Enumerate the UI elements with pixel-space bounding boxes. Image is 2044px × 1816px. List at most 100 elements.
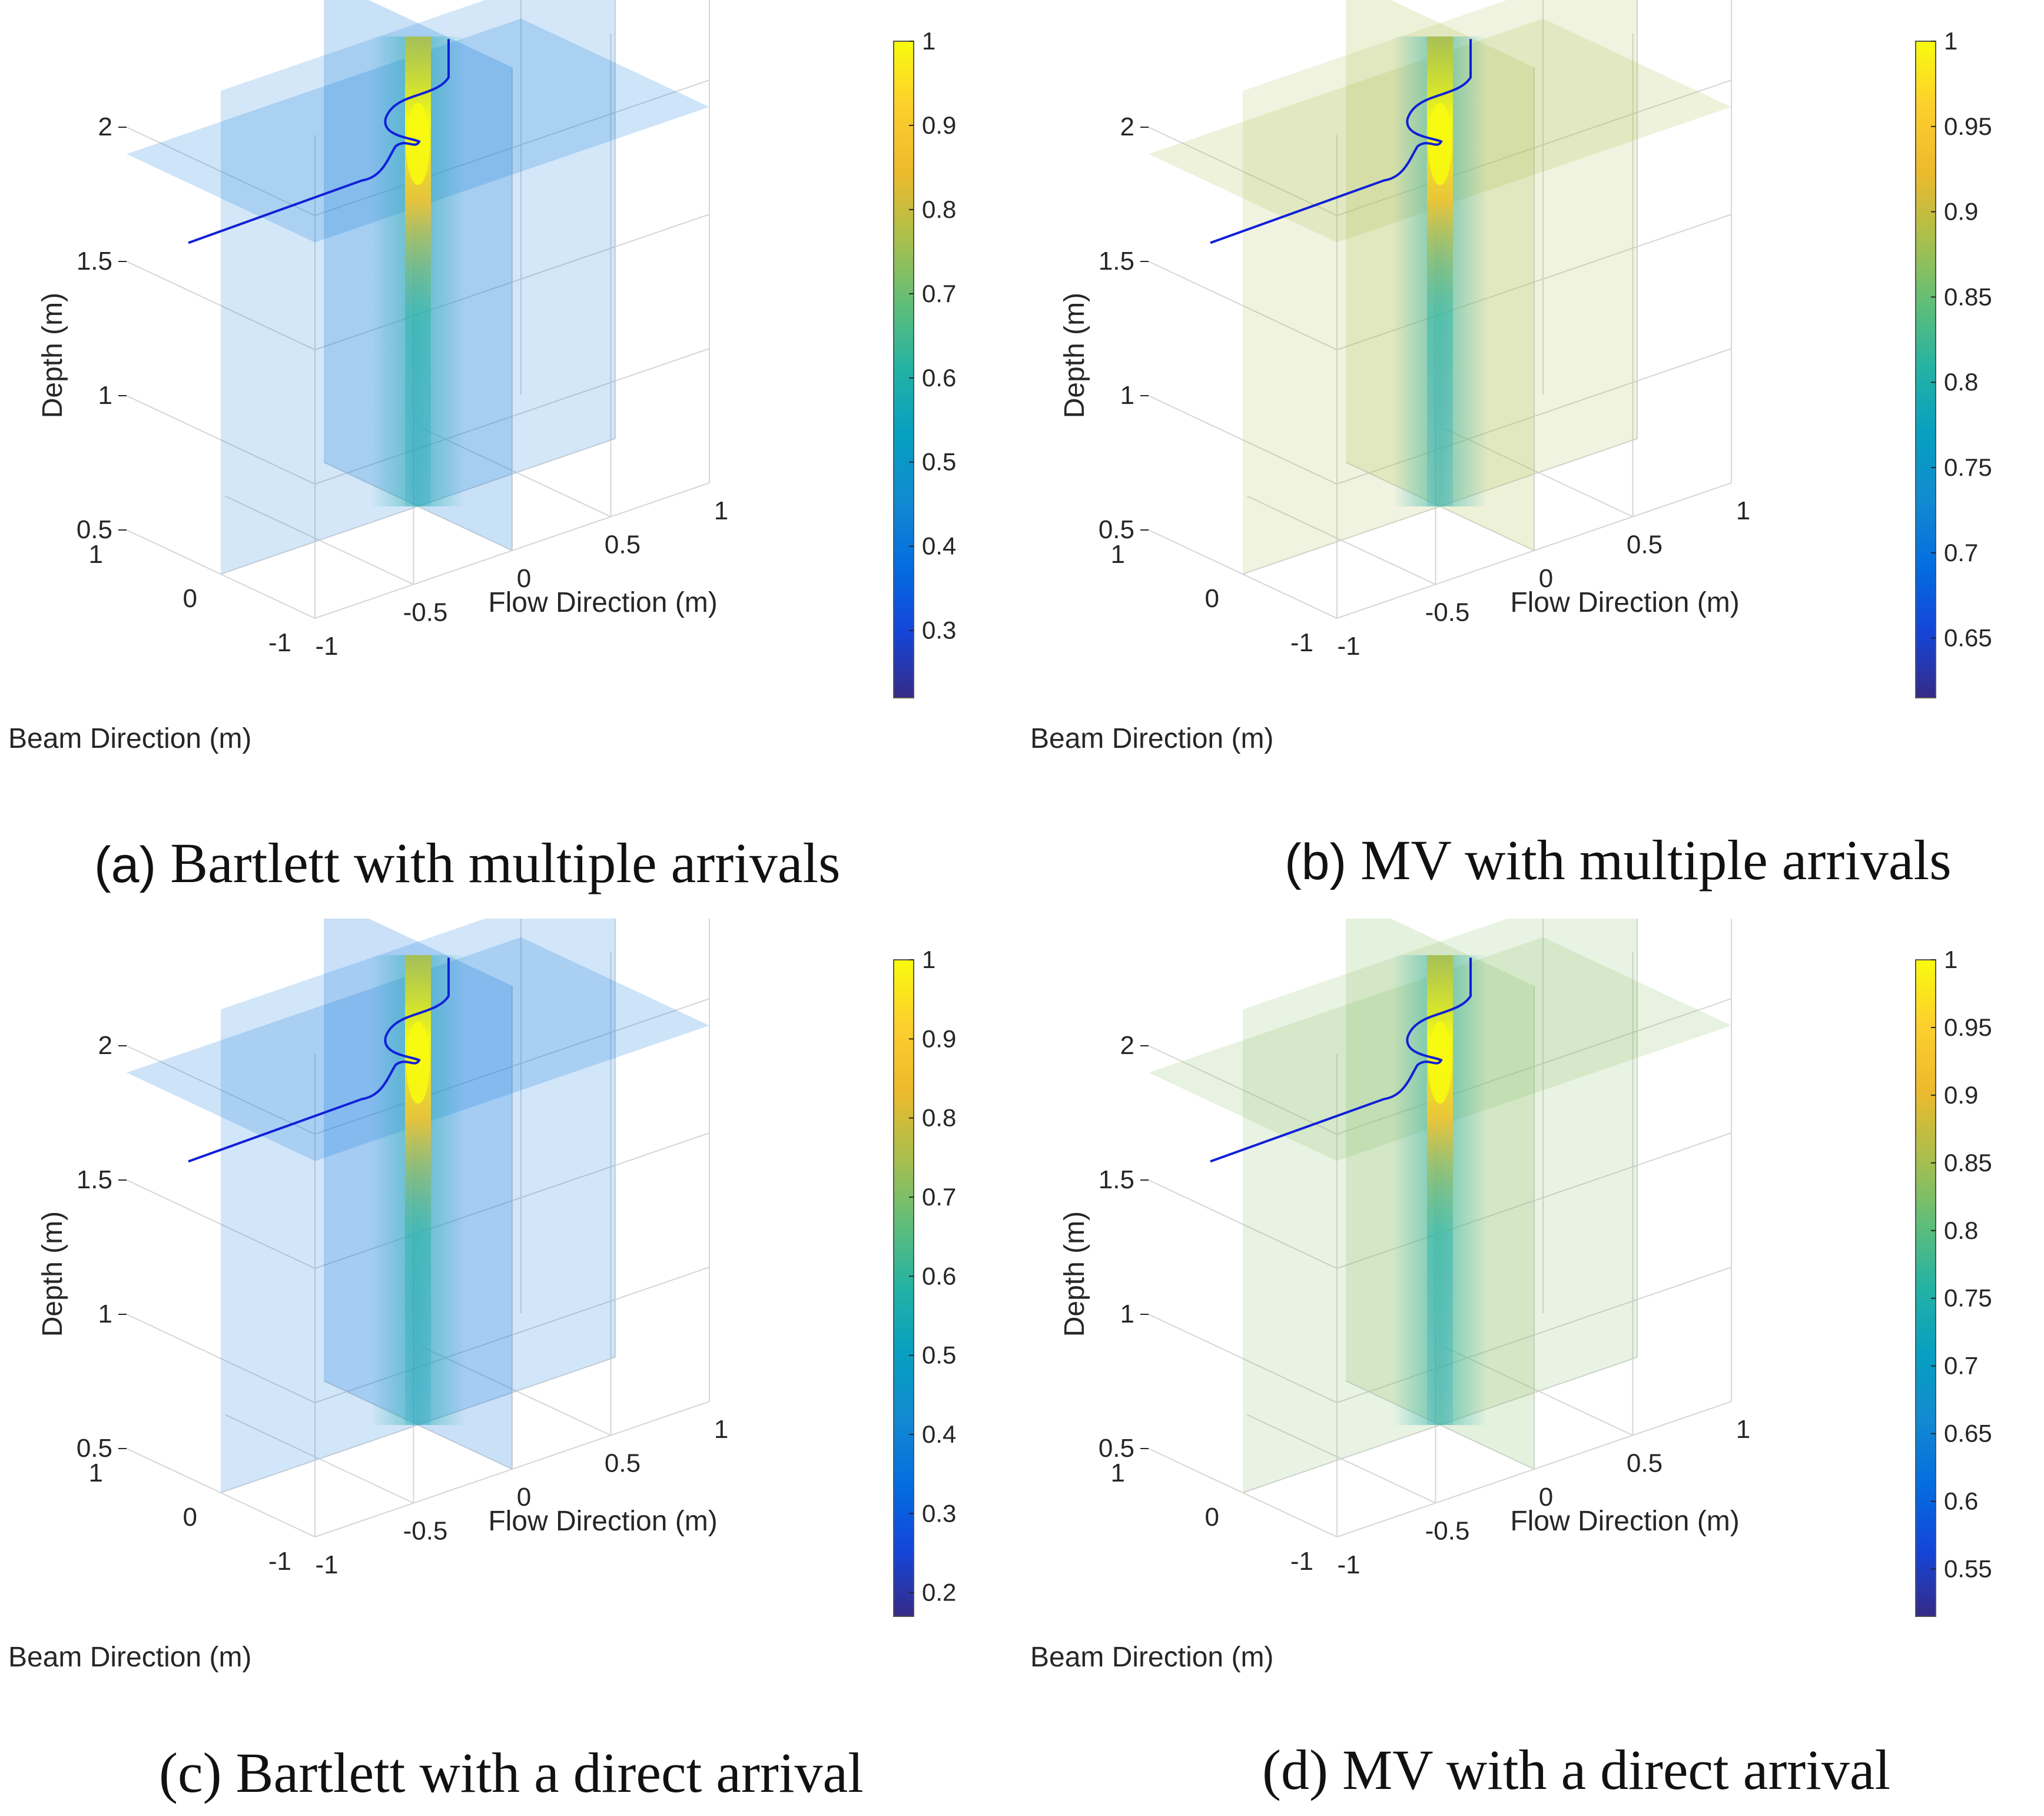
gridline — [1148, 482, 1732, 619]
colorbar-tick-label: 0.8 — [922, 1104, 956, 1132]
slices-c — [127, 919, 709, 1493]
colorbar-tick-label: 0.9 — [1944, 198, 1978, 226]
source-track — [1210, 39, 1472, 244]
gridline — [126, 1401, 710, 1538]
flow-tick-label: 0 — [517, 1483, 531, 1512]
gridline — [1148, 1401, 1732, 1538]
gridline — [126, 998, 710, 1135]
source-track — [188, 39, 450, 244]
colorbar-ticks-a: 1 0.9 0.8 0.7 0.6 0.5 0.4 0.3 — [922, 27, 956, 644]
flow-tick-label: 0.5 — [605, 531, 641, 559]
gridline — [126, 1132, 710, 1270]
colorbar-ticks-c: 1 0.9 0.8 0.7 0.6 0.5 0.4 0.3 0.2 — [922, 946, 956, 1606]
gridline — [1148, 1132, 1732, 1270]
caption-text-a: Bartlett with multiple arrivals — [170, 831, 841, 894]
colorbar-tick-label: 0.95 — [1944, 112, 1992, 140]
gridline — [126, 79, 710, 217]
beam-tick-label: 0 — [183, 1503, 197, 1532]
colorbar — [1915, 41, 1936, 698]
flow-tick-label: 0 — [1539, 564, 1553, 593]
flow-tick-label: -1 — [315, 1550, 338, 1579]
depth-tick-label: 2 — [98, 1031, 112, 1060]
gridline — [1148, 348, 1732, 485]
flow-tick-label: -1 — [1337, 632, 1360, 661]
panel-b: 0.5 1 1.5 2 1 0 -1 -1 -0.5 0 0.5 1 Depth (m) Beam Dir… — [1022, 0, 2044, 919]
slices-b — [1149, 0, 1731, 574]
beam-tick-label: 0 — [1205, 1503, 1219, 1532]
depth-axis-label: Depth (m) — [1059, 293, 1090, 418]
depth-tick-label: 1.5 — [77, 1165, 112, 1194]
colorbar-tick-label: 0.9 — [922, 111, 956, 139]
depth-tick-label: 1 — [98, 1300, 112, 1328]
colorbar-tick-label: 0.55 — [1944, 1555, 1992, 1583]
colorbar-tick-label: 1 — [922, 27, 935, 55]
source-track — [188, 957, 450, 1163]
gridline — [126, 348, 710, 485]
beam-tick-label: -1 — [1290, 1547, 1313, 1576]
depth-tick-label: 2 — [1120, 1031, 1134, 1060]
colorbar-tick-label: 0.85 — [1944, 283, 1992, 310]
caption-tag-b: (b) — [1285, 834, 1347, 890]
colorbar-tick-label: 0.8 — [1944, 368, 1978, 396]
caption-d: (d) MV with a direct arrival — [1262, 1737, 1890, 1802]
beam-tick-label: 1 — [89, 540, 103, 569]
depth-axis-label: Depth (m) — [1059, 1211, 1090, 1337]
colorbar-tick-label: 0.7 — [922, 280, 956, 307]
gridline — [126, 482, 710, 619]
depth-tick-label: 2 — [98, 112, 112, 141]
beam-tick-label: -1 — [268, 628, 291, 657]
colorbar — [893, 41, 914, 698]
depth-tick-label: 1.5 — [1099, 247, 1134, 276]
colorbar-tick-label: 0.75 — [1944, 1284, 1992, 1312]
colorbar-tick-label: 0.6 — [922, 364, 956, 392]
colorbar — [893, 959, 914, 1617]
colorbar-tick-label: 0.9 — [922, 1025, 956, 1052]
beam-tick-label: -1 — [1290, 628, 1313, 657]
flow-tick-label: 1 — [1736, 496, 1750, 525]
beam-tick-label: 1 — [1111, 540, 1125, 569]
beam-tick-label: 1 — [1111, 1459, 1125, 1487]
flow-tick-label: 0 — [517, 564, 531, 593]
flow-tick-label: 1 — [1736, 1415, 1750, 1444]
flow-tick-label: -0.5 — [1425, 598, 1470, 627]
caption-text-b: MV with multiple arrivals — [1361, 829, 1952, 892]
colorbar-tick-label: 0.4 — [922, 532, 956, 560]
source-track — [1210, 957, 1472, 1163]
caption-a: (a) Bartlett with multiple arrivals — [94, 830, 841, 896]
flow-axis-label: Flow Direction (m) — [488, 1506, 717, 1537]
colorbar-tick-label: 0.8 — [1944, 1217, 1978, 1244]
colorbar-tick-label: 0.9 — [1944, 1081, 1978, 1109]
beam-tick-label: 0 — [183, 584, 197, 613]
beam-axis-label: Beam Direction (m) — [8, 723, 251, 754]
depth-tick-label: 2 — [1120, 112, 1134, 141]
flow-tick-label: 0.5 — [1627, 1449, 1663, 1478]
caption-text-d: (d) MV with a direct arrival — [1262, 1738, 1891, 1801]
flow-tick-label: 1 — [714, 496, 728, 525]
panel-c: 0.5 1 1.5 2 1 0 -1 -1 -0.5 0 0.5 1 Depth (m) Beam Dir… — [0, 919, 1022, 1816]
depth-tick-label: 1 — [98, 381, 112, 410]
colorbar-tick-label: 0.8 — [922, 195, 956, 223]
panel-d: 0.5 1 1.5 2 1 0 -1 -1 -0.5 0 0.5 1 Depth (m) Beam Dir… — [1022, 919, 2044, 1816]
colorbar-tick-label: 0.3 — [922, 617, 956, 644]
colorbar-tick-label: 1 — [922, 946, 935, 973]
flow-tick-label: -0.5 — [403, 598, 448, 627]
colorbar-tick-label: 0.6 — [922, 1262, 956, 1290]
colorbar-tick-label: 0.6 — [1944, 1487, 1978, 1515]
beam-axis-label: Beam Direction (m) — [1030, 1642, 1273, 1673]
colorbar-tick-label: 0.85 — [1944, 1149, 1992, 1177]
beam-tick-label: 1 — [89, 1459, 103, 1487]
colorbar-tick-label: 0.7 — [1944, 539, 1978, 566]
gridline — [126, 214, 710, 351]
colorbar-tick-label: 0.3 — [922, 1499, 956, 1527]
caption-text-c: (c) Bartlett with a direct arrival — [159, 1741, 864, 1804]
depth-tick-label: 0.5 — [77, 1434, 112, 1463]
flow-axis-label: Flow Direction (m) — [488, 587, 717, 618]
colorbar-tick-label: 1 — [1944, 946, 1957, 973]
